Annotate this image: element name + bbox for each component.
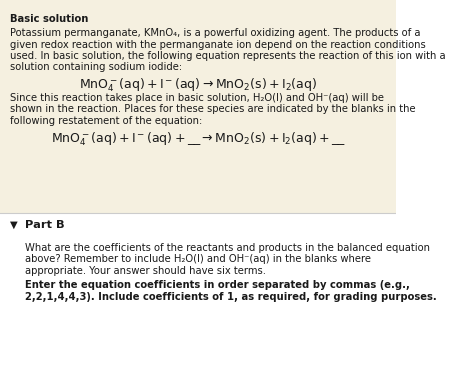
FancyBboxPatch shape: [0, 213, 396, 368]
Text: solution containing sodium iodide:: solution containing sodium iodide:: [10, 63, 182, 72]
Text: $\mathrm{MnO_4^-(aq) + I^-(aq) \rightarrow MnO_2(s) + I_2(aq)}$: $\mathrm{MnO_4^-(aq) + I^-(aq) \rightarr…: [79, 77, 317, 95]
Text: given redox reaction with the permanganate ion depend on the reaction conditions: given redox reaction with the permangana…: [10, 39, 426, 50]
Text: Potassium permanganate, KMnO₄, is a powerful oxidizing agent. The products of a: Potassium permanganate, KMnO₄, is a powe…: [10, 28, 420, 38]
Text: above? Remember to include H₂O(l) and OH⁻(aq) in the blanks where: above? Remember to include H₂O(l) and OH…: [25, 255, 371, 265]
Text: shown in the reaction. Places for these species are indicated by the blanks in t: shown in the reaction. Places for these …: [10, 105, 416, 114]
Text: 2,2,1,4,4,3). Include coefficients of 1, as required, for grading purposes.: 2,2,1,4,4,3). Include coefficients of 1,…: [25, 291, 437, 301]
Text: appropriate. Your answer should have six terms.: appropriate. Your answer should have six…: [25, 266, 266, 276]
Text: Enter the equation coefficients in order separated by commas (e.g.,: Enter the equation coefficients in order…: [25, 280, 410, 290]
Text: $\mathrm{MnO_4^-(aq) + I^-(aq) + \_\_ \rightarrow MnO_2(s) + I_2(aq) + \_\_}$: $\mathrm{MnO_4^-(aq) + I^-(aq) + \_\_ \r…: [51, 131, 346, 149]
Text: Part B: Part B: [25, 220, 65, 230]
Text: ▼: ▼: [10, 220, 18, 230]
FancyBboxPatch shape: [0, 0, 396, 213]
Text: What are the coefficients of the reactants and products in the balanced equation: What are the coefficients of the reactan…: [25, 243, 430, 253]
Text: Basic solution: Basic solution: [10, 14, 89, 24]
Text: following restatement of the equation:: following restatement of the equation:: [10, 116, 202, 126]
Text: used. In basic solution, the following equation represents the reaction of this : used. In basic solution, the following e…: [10, 51, 446, 61]
Text: Since this reaction takes place in basic solution, H₂O(l) and OH⁻(aq) will be: Since this reaction takes place in basic…: [10, 93, 384, 103]
